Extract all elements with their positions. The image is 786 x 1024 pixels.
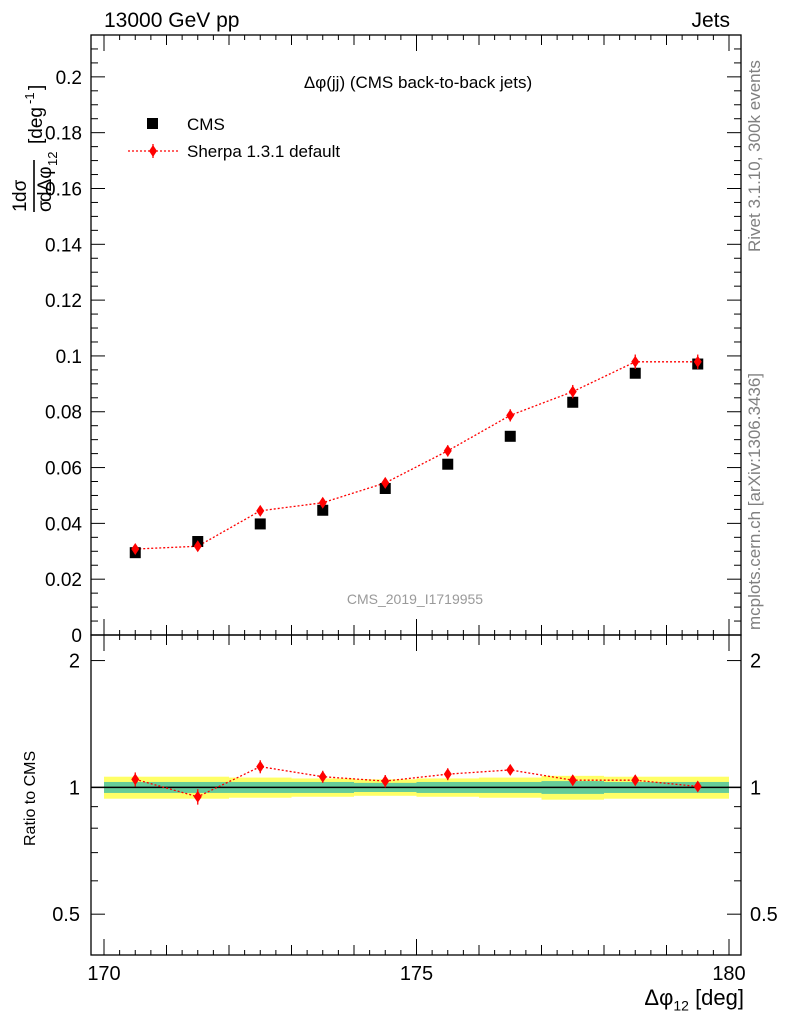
ratio-data-point <box>443 768 452 781</box>
y-tick-label: 0.14 <box>45 235 82 256</box>
sherpa-data-point <box>256 504 265 517</box>
rivet-version-label: Rivet 3.1.10, 300k events <box>745 60 764 252</box>
y-tick-label: 0.04 <box>45 514 82 535</box>
ratio-data-point <box>318 770 327 783</box>
y-tick-label: 0.18 <box>45 124 82 145</box>
ratio-y-axis-label: Ratio to CMS <box>22 750 39 846</box>
y-tick-label: 0 <box>71 626 82 647</box>
sherpa-series-line <box>135 361 698 550</box>
main-y-axis-label: 1 dσ σ dΔφ 12 [deg -1 ] <box>10 85 60 212</box>
chart-title: Δφ(jj) (CMS back-to-back jets) <box>304 73 532 92</box>
ratio-y-tick-label-right: 2 <box>750 651 761 673</box>
x-axis-label: Δφ12 [deg] <box>644 985 744 1014</box>
legend-sherpa-marker <box>149 145 157 157</box>
sherpa-data-point <box>318 496 327 509</box>
ratio-data-point <box>381 775 390 788</box>
cms-data-point <box>317 504 329 516</box>
y-tick-label: 0.06 <box>45 459 82 480</box>
sherpa-data-point <box>506 409 515 422</box>
sherpa-data-point <box>631 355 640 368</box>
ratio-data-point <box>631 774 640 787</box>
ratio-data-point <box>131 773 140 786</box>
x-tick-label: 170 <box>87 963 120 985</box>
x-tick-label: 175 <box>400 963 433 985</box>
analysis-watermark: CMS_2019_I1719955 <box>347 591 483 607</box>
legend-sherpa-label: Sherpa 1.3.1 default <box>187 142 340 161</box>
header-energy-label: 13000 GeV pp <box>104 9 240 32</box>
legend-cms-marker <box>147 118 158 129</box>
svg-text:σ: σ <box>35 200 56 212</box>
ratio-y-tick-label-right: 0.5 <box>750 904 778 926</box>
ratio-y-tick-label: 1 <box>69 777 80 799</box>
mcplots-reference-label: mcplots.cern.ch [arXiv:1306.3436] <box>745 372 764 630</box>
ratio-data-point <box>506 763 515 776</box>
ratio-y-tick-label: 0.5 <box>52 904 80 926</box>
ratio-data-point <box>256 760 265 773</box>
ratio-data-point <box>568 774 577 787</box>
legend-cms-label: CMS <box>187 115 225 134</box>
sherpa-data-point <box>568 385 577 398</box>
svg-text:dσ: dσ <box>10 179 31 202</box>
ratio-data-point <box>693 780 702 793</box>
y-tick-label: 0.2 <box>56 68 82 89</box>
x-tick-label: 180 <box>712 963 745 985</box>
y-tick-label: 0.02 <box>45 570 82 591</box>
sherpa-data-point <box>381 476 390 489</box>
cms-data-point <box>504 430 516 442</box>
svg-text:]: ] <box>26 85 47 90</box>
y-tick-label: 0.08 <box>45 403 82 424</box>
ratio-y-tick-label: 2 <box>69 651 80 673</box>
svg-text:dΔφ: dΔφ <box>35 166 56 202</box>
ratio-data-point <box>193 790 202 803</box>
sherpa-data-point <box>131 543 140 556</box>
cms-data-point <box>567 396 579 408</box>
ratio-y-tick-label-right: 1 <box>750 777 761 799</box>
sherpa-data-point <box>443 444 452 457</box>
svg-text:[deg: [deg <box>26 107 47 144</box>
cms-data-point <box>442 458 454 470</box>
sherpa-data-point <box>693 355 702 368</box>
y-tick-label: 0.16 <box>45 179 82 200</box>
svg-text:1: 1 <box>10 201 31 212</box>
cms-data-point <box>629 367 641 379</box>
sherpa-data-point <box>193 540 202 553</box>
svg-text:12: 12 <box>45 152 60 166</box>
svg-text:-1: -1 <box>22 92 37 104</box>
cms-data-point <box>254 518 266 530</box>
y-tick-label: 0.1 <box>56 347 82 368</box>
y-tick-label: 0.12 <box>45 291 82 312</box>
header-process-label: Jets <box>691 9 730 32</box>
ratio-series-line <box>135 765 698 798</box>
